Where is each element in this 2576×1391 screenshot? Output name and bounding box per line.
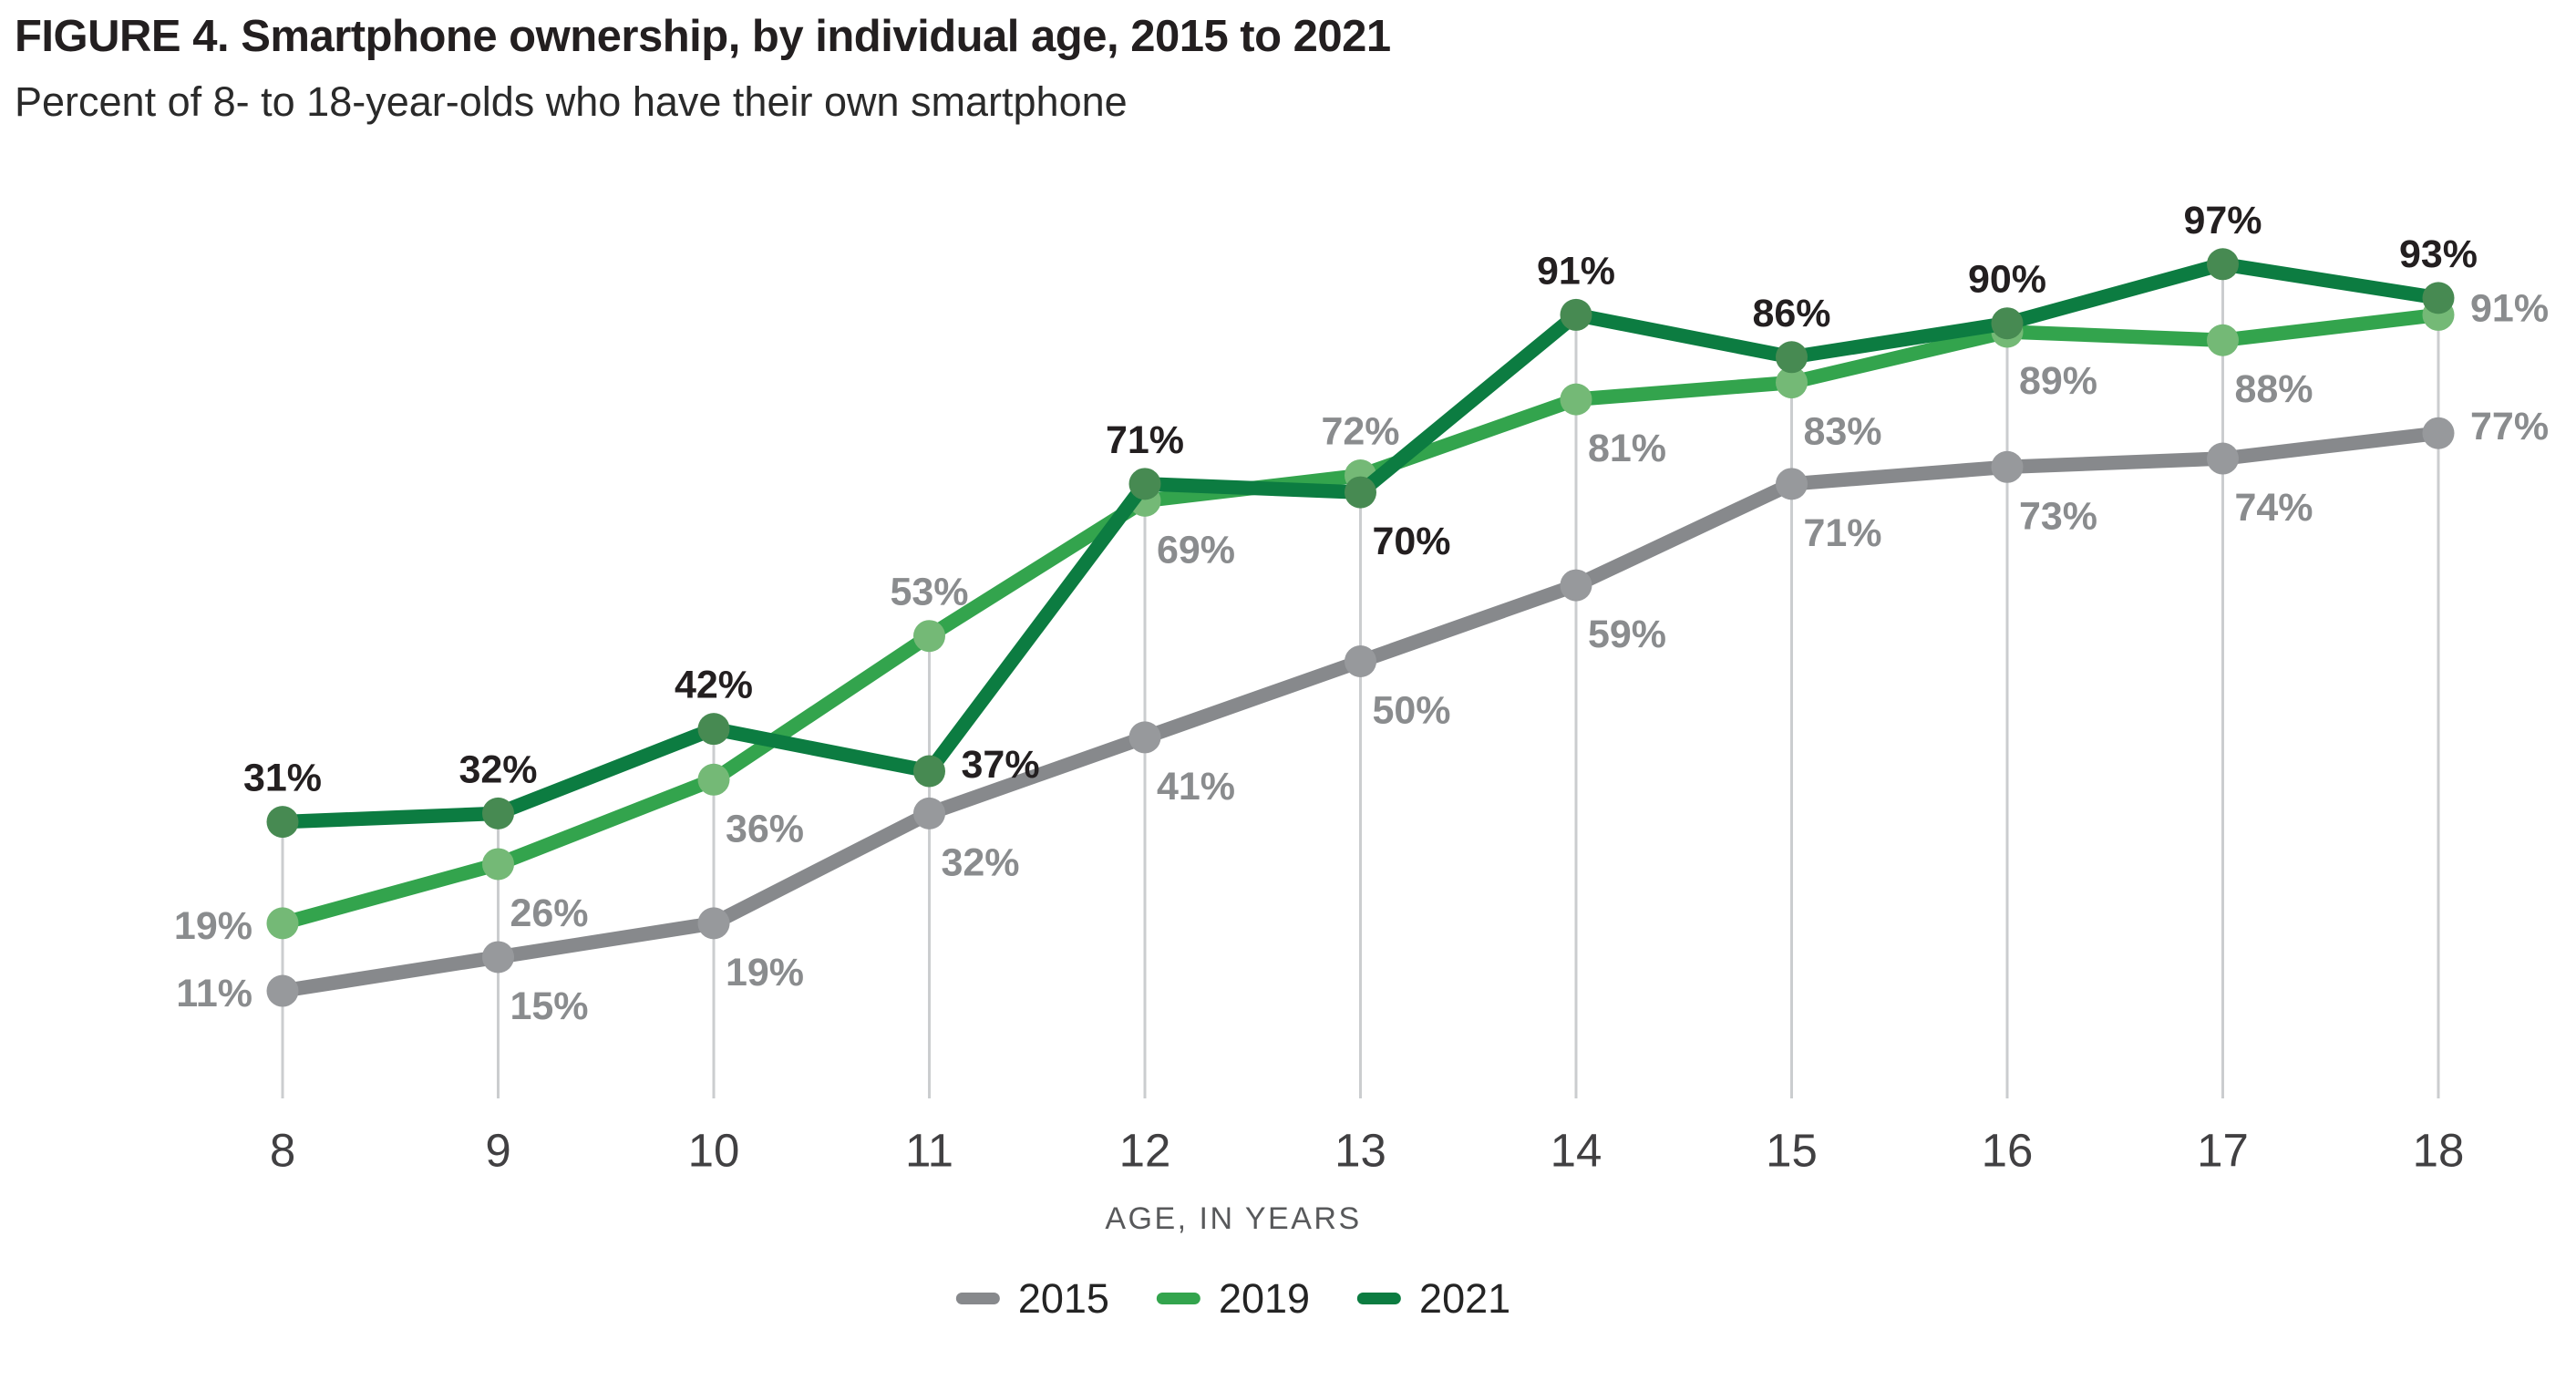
x-axis-label: AGE, IN YEARS [1105,1201,1362,1236]
data-point-label-2015: 50% [1372,689,1450,733]
data-point-label-2021: 70% [1372,520,1450,563]
data-point-2019 [266,907,299,940]
data-point-label-2019: 83% [1803,410,1881,454]
data-point-label-2015: 74% [2234,486,2313,530]
data-point-label-2019: 19% [174,904,252,948]
legend-swatch-2015-icon [955,1293,1000,1304]
data-point-label-2019: 69% [1157,528,1235,572]
x-tick-label: 14 [1551,1125,1602,1177]
data-point-label-2021: 91% [1537,249,1615,293]
x-tick-label: 9 [485,1125,510,1177]
data-point-2021 [266,806,299,839]
data-point-label-2019: 53% [890,571,968,614]
legend-label-2019: 2019 [1218,1275,1311,1322]
data-point-label-2019: 26% [510,891,588,935]
legend-label-2015: 2015 [1017,1275,1109,1322]
data-point-label-2015: 15% [510,984,588,1028]
data-point-2015 [913,797,945,829]
data-point-2019 [913,620,945,653]
data-point-label-2021: 97% [2183,199,2262,242]
data-point-label-2015: 32% [941,840,1019,884]
x-tick-label: 16 [1982,1125,2034,1177]
x-tick-label: 8 [270,1125,295,1177]
data-point-2021 [1560,298,1592,331]
x-tick-label: 12 [1119,1125,1171,1177]
legend-label-2021: 2021 [1419,1275,1511,1322]
data-point-label-2019: 81% [1588,427,1666,470]
data-point-2021 [913,755,945,788]
legend-item-2019: 2019 [1156,1275,1311,1322]
series-group [266,248,2455,1007]
data-point-2021 [1128,468,1161,500]
data-point-label-2015: 73% [2019,494,2097,538]
point-labels-group: 11% 15% 19% 32% 41% 50% 59% 71% 73% 74% 77% 19% 26% 3… [174,199,2549,1028]
data-point-label-2021: 71% [1106,418,1184,462]
data-point-label-2019: 36% [726,807,804,850]
legend-item-2015: 2015 [955,1275,1109,1322]
legend-item-2021: 2021 [1357,1278,1510,1319]
data-point-label-2021: 42% [675,664,753,707]
data-point-2015 [697,907,730,940]
legend-swatch-2019-icon [1156,1293,1200,1304]
data-point-2015 [266,974,299,1007]
data-point-label-2019: 88% [2234,367,2313,411]
gridlines-group [281,263,2440,1098]
figure-title: FIGURE 4. Smartphone ownership, by indiv… [15,12,1391,61]
data-point-2021 [1776,341,1808,374]
data-point-label-2019: 91% [2470,286,2549,330]
data-point-2019 [482,848,514,881]
x-tick-label: 15 [1766,1125,1818,1177]
data-point-label-2015: 41% [1157,765,1235,809]
x-axis-ticks-group: 8 9 10 11 12 13 14 15 16 17 18 [270,1125,2465,1177]
data-point-label-2015: 19% [726,951,804,994]
legend-swatch-2021-icon [1357,1293,1402,1304]
data-point-2019 [1560,383,1592,416]
data-point-label-2015: 59% [1588,613,1666,656]
data-point-label-2019: 89% [2019,359,2097,403]
data-point-2021 [2207,248,2239,281]
data-point-label-2021: 37% [962,743,1040,787]
data-point-2015 [1776,468,1808,500]
data-point-label-2019: 72% [1321,410,1399,454]
x-tick-label: 17 [2197,1125,2249,1177]
data-point-label-2015: 11% [176,972,252,1015]
data-point-2021 [1991,307,2024,340]
data-point-2019 [1776,366,1808,399]
data-point-2019 [2207,324,2239,356]
data-point-label-2021: 93% [2399,232,2478,276]
data-point-2015 [482,941,514,974]
data-point-2021 [697,713,730,746]
data-point-label-2021: 31% [243,757,322,800]
x-tick-label: 11 [905,1125,953,1177]
data-point-label-2021: 90% [1968,258,2046,302]
figure-subtitle: Percent of 8- to 18-year-olds who have t… [15,78,1128,125]
x-tick-label: 13 [1334,1125,1386,1177]
data-point-2015 [1560,569,1592,602]
data-point-2021 [482,797,514,829]
data-point-2015 [2207,442,2239,475]
legend: 2015 2019 2021 [955,1275,1510,1322]
data-point-2021 [2422,282,2455,314]
data-point-2015 [1128,721,1161,754]
data-point-label-2015: 71% [1803,511,1881,555]
data-point-2019 [697,763,730,796]
data-point-2015 [1345,645,1376,677]
data-point-2015 [1991,450,2024,483]
data-point-2021 [1345,476,1376,509]
x-tick-label: 18 [2413,1125,2465,1177]
data-point-2015 [2422,417,2455,449]
data-point-label-2021: 86% [1752,292,1830,335]
x-tick-label: 10 [688,1125,740,1177]
data-point-label-2015: 77% [2470,405,2549,448]
data-point-label-2021: 32% [459,747,537,791]
